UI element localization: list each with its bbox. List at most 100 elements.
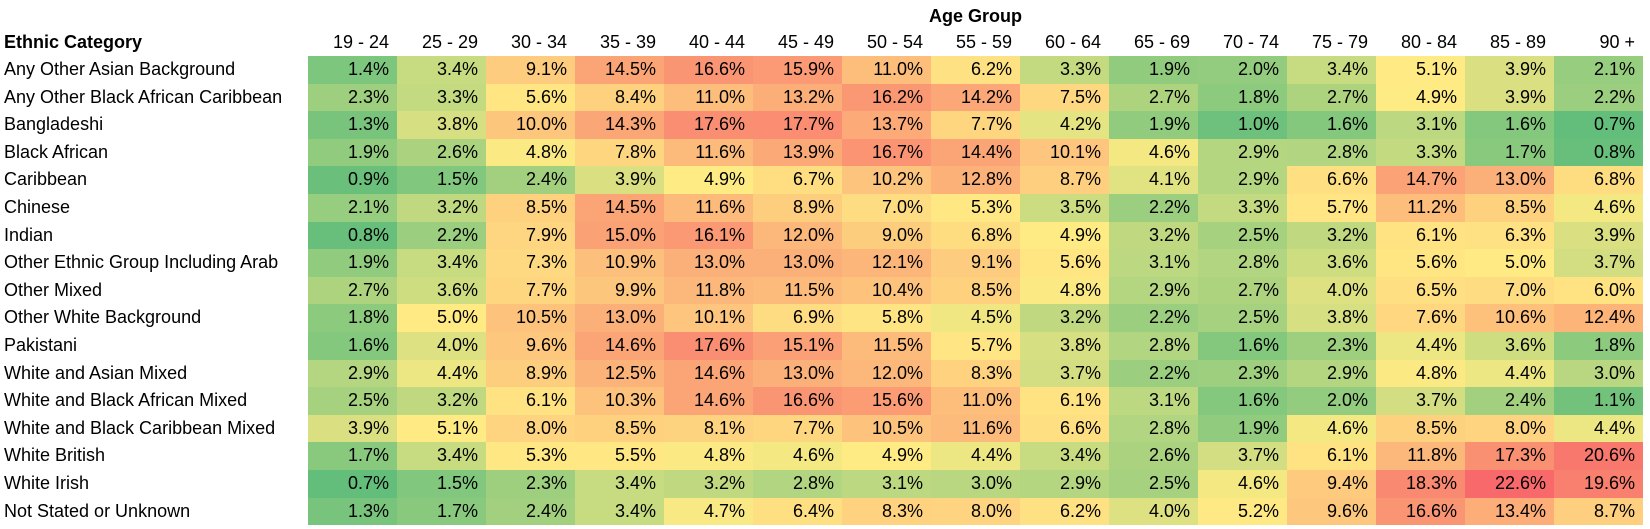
heatmap-cell: 13.0% (1465, 166, 1554, 194)
heatmap-cell: 7.9% (486, 221, 575, 250)
heatmap-cell: 3.4% (397, 249, 486, 277)
heatmap-cell: 12.8% (931, 166, 1020, 194)
heatmap-cell: 4.4% (1554, 414, 1643, 443)
heatmap-cell: 7.8% (575, 138, 664, 167)
heatmap-cell: 1.6% (1465, 111, 1554, 139)
heatmap-cell: 17.6% (664, 111, 753, 139)
heatmap-cell: 14.6% (664, 387, 753, 415)
heatmap-cell: 2.2% (1109, 194, 1198, 222)
heatmap-cell: 13.4% (1465, 497, 1554, 526)
heatmap-cell: 4.9% (1020, 221, 1109, 250)
heatmap-cell: 3.2% (664, 470, 753, 498)
heatmap-cell: 4.4% (1376, 332, 1465, 360)
heatmap-cell: 4.0% (397, 332, 486, 360)
heatmap-cell: 6.8% (931, 221, 1020, 250)
heatmap-cell: 0.7% (1554, 111, 1643, 139)
heatmap-cell: 9.4% (1287, 470, 1376, 498)
heatmap-cell: 5.7% (931, 332, 1020, 360)
heatmap-cell: 4.7% (664, 497, 753, 526)
heatmap-cell: 15.6% (842, 387, 931, 415)
column-header: 70 - 74 (1222, 32, 1279, 52)
heatmap-cell: 1.6% (308, 332, 397, 360)
heatmap-cell: 2.9% (1020, 470, 1109, 498)
heatmap-cell: 2.8% (753, 470, 842, 498)
heatmap-cell: 4.2% (1020, 111, 1109, 139)
column-header: 25 - 29 (421, 32, 478, 52)
heatmap-cell: 1.1% (1554, 387, 1643, 415)
heatmap-cell: 12.0% (842, 359, 931, 388)
heatmap-cell: 5.6% (1020, 249, 1109, 277)
heatmap-cell: 3.5% (1020, 194, 1109, 222)
heatmap-cell: 0.7% (308, 470, 397, 498)
heatmap-cell: 3.9% (1465, 56, 1554, 84)
heatmap-cell: 3.6% (397, 276, 486, 305)
column-header: 80 - 84 (1400, 32, 1457, 52)
heatmap-cell: 13.0% (753, 249, 842, 277)
heatmap-cell: 4.9% (842, 442, 931, 470)
heatmap-cell: 14.6% (664, 359, 753, 388)
heatmap-cell: 4.4% (931, 442, 1020, 470)
heatmap-cell: 1.9% (1198, 414, 1287, 443)
heatmap-cell: 10.1% (1020, 138, 1109, 167)
heatmap-cell: 8.5% (575, 414, 664, 443)
heatmap-cell: 10.5% (842, 414, 931, 443)
row-label: White British (4, 445, 106, 466)
heatmap-cell: 16.1% (664, 221, 753, 250)
heatmap-cell: 8.3% (842, 497, 931, 526)
heatmap-cell: 3.8% (1287, 304, 1376, 332)
heatmap-cell: 6.1% (1287, 442, 1376, 470)
heatmap-cell: 8.9% (486, 359, 575, 388)
heatmap-cell: 16.6% (1376, 497, 1465, 526)
heatmap-cell: 10.1% (664, 304, 753, 332)
heatmap-cell: 2.2% (1109, 304, 1198, 332)
heatmap-cell: 2.7% (1109, 83, 1198, 112)
heatmap-cell: 11.5% (753, 276, 842, 305)
heatmap-cell: 3.2% (1020, 304, 1109, 332)
heatmap-cell: 5.6% (1376, 249, 1465, 277)
heatmap-cell: 14.4% (931, 138, 1020, 167)
heatmap-cell: 2.3% (308, 83, 397, 112)
heatmap-cell: 6.1% (1020, 387, 1109, 415)
column-header: 19 - 24 (332, 32, 389, 52)
heatmap-cell: 13.7% (842, 111, 931, 139)
heatmap-cell: 3.4% (397, 56, 486, 84)
heatmap-cell: 3.1% (842, 470, 931, 498)
heatmap-cell: 13.0% (664, 249, 753, 277)
heatmap-cell: 11.6% (931, 414, 1020, 443)
heatmap-cell: 3.7% (1554, 249, 1643, 277)
heatmap-cell: 2.5% (1198, 221, 1287, 250)
heatmap-cell: 3.0% (931, 470, 1020, 498)
heatmap-cell: 11.0% (664, 83, 753, 112)
heatmap-cell: 7.3% (486, 249, 575, 277)
heatmap-cell: 9.9% (575, 276, 664, 305)
heatmap-cell: 9.6% (1287, 497, 1376, 526)
heatmap-cell: 4.0% (1287, 276, 1376, 305)
heatmap-cell: 13.2% (753, 83, 842, 112)
column-header: 35 - 39 (599, 32, 656, 52)
heatmap-cell: 12.4% (1554, 304, 1643, 332)
heatmap-cell: 6.1% (486, 387, 575, 415)
heatmap-cell: 5.0% (397, 304, 486, 332)
heatmap-cell: 2.9% (1287, 359, 1376, 388)
heatmap-cell: 6.9% (753, 304, 842, 332)
heatmap-cell: 7.5% (1020, 83, 1109, 112)
heatmap-cell: 8.9% (753, 194, 842, 222)
heatmap-cell: 9.1% (486, 56, 575, 84)
heatmap-cell: 3.4% (575, 470, 664, 498)
heatmap-cell: 1.7% (1465, 138, 1554, 167)
heatmap-cell: 3.4% (1287, 56, 1376, 84)
heatmap-cell: 11.0% (931, 387, 1020, 415)
heatmap-cell: 10.3% (575, 387, 664, 415)
heatmap-cell: 4.6% (1287, 414, 1376, 443)
heatmap-cell: 8.5% (1376, 414, 1465, 443)
heatmap-cell: 3.8% (397, 111, 486, 139)
heatmap-cell: 6.8% (1554, 166, 1643, 194)
heatmap-cell: 8.5% (1465, 194, 1554, 222)
heatmap-cell: 9.6% (486, 332, 575, 360)
heatmap-cell: 2.9% (1198, 166, 1287, 194)
heatmap-cell: 15.9% (753, 56, 842, 84)
heatmap-cell: 1.0% (1198, 111, 1287, 139)
heatmap-cell: 1.5% (397, 470, 486, 498)
heatmap-cell: 4.6% (1198, 470, 1287, 498)
